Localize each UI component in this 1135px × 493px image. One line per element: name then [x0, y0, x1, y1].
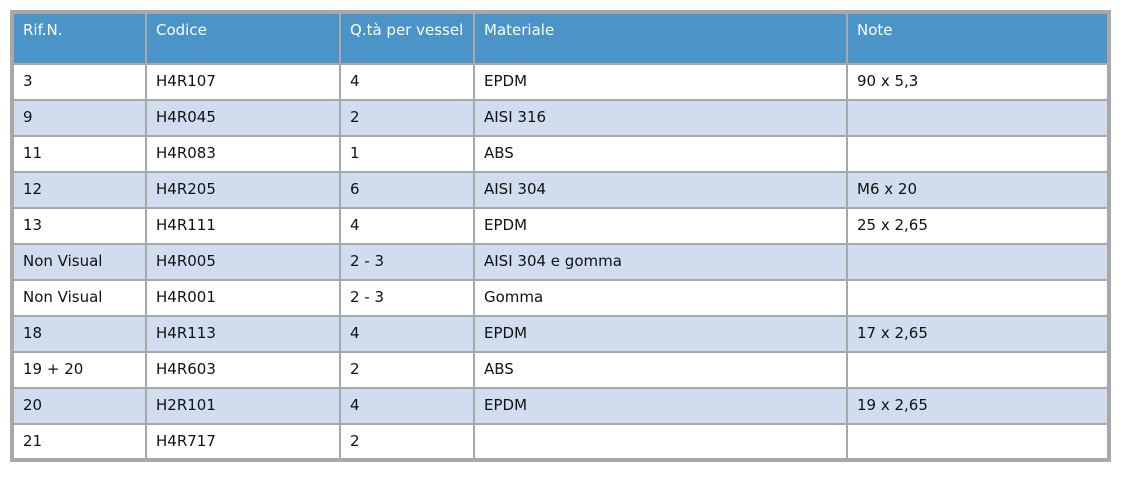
cell-rif-n: 13: [11, 207, 147, 245]
cell-rif-n: 9: [11, 99, 147, 137]
page: Rif.N. Codice Q.tà per vessel Materiale …: [10, 10, 1111, 462]
cell-materiale: EPDM: [473, 315, 848, 353]
cell-codice: H4R603: [145, 351, 341, 389]
cell-qta-per-vessel: 4: [339, 387, 475, 425]
cell-materiale: AISI 316: [473, 99, 848, 137]
column-header-note: Note: [846, 11, 1110, 65]
cell-rif-n: 18: [11, 315, 147, 353]
cell-codice: H4R717: [145, 423, 341, 461]
cell-note: [846, 135, 1110, 173]
cell-codice: H4R083: [145, 135, 341, 173]
cell-rif-n: 12: [11, 171, 147, 209]
table-row: Non Visual H4R001 2 - 3 Gomma: [11, 279, 1110, 317]
table-row: Non Visual H4R005 2 - 3 AISI 304 e gomma: [11, 243, 1110, 281]
cell-qta-per-vessel: 2: [339, 423, 475, 461]
table-row: 20 H2R101 4 EPDM 19 x 2,65: [11, 387, 1110, 425]
header-row: Rif.N. Codice Q.tà per vessel Materiale …: [11, 11, 1110, 65]
cell-materiale: ABS: [473, 135, 848, 173]
cell-note: [846, 243, 1110, 281]
column-header-qta-per-vessel: Q.tà per vessel: [339, 11, 475, 65]
cell-materiale: EPDM: [473, 387, 848, 425]
cell-rif-n: 21: [11, 423, 147, 461]
table-row: 18 H4R113 4 EPDM 17 x 2,65: [11, 315, 1110, 353]
cell-note: 19 x 2,65: [846, 387, 1110, 425]
cell-codice: H4R005: [145, 243, 341, 281]
cell-rif-n: 3: [11, 63, 147, 101]
table-row: 9 H4R045 2 AISI 316: [11, 99, 1110, 137]
table-row: 12 H4R205 6 AISI 304 M6 x 20: [11, 171, 1110, 209]
cell-qta-per-vessel: 2: [339, 351, 475, 389]
column-header-rif-n: Rif.N.: [11, 11, 147, 65]
cell-codice: H4R107: [145, 63, 341, 101]
cell-qta-per-vessel: 4: [339, 63, 475, 101]
cell-materiale: AISI 304: [473, 171, 848, 209]
cell-qta-per-vessel: 6: [339, 171, 475, 209]
table-row: 21 H4R717 2: [11, 423, 1110, 461]
cell-materiale: EPDM: [473, 207, 848, 245]
table-row: 3 H4R107 4 EPDM 90 x 5,3: [11, 63, 1110, 101]
cell-materiale: EPDM: [473, 63, 848, 101]
table-row: 19 + 20 H4R603 2 ABS: [11, 351, 1110, 389]
cell-note: [846, 351, 1110, 389]
table-row: 13 H4R111 4 EPDM 25 x 2,65: [11, 207, 1110, 245]
cell-codice: H4R113: [145, 315, 341, 353]
cell-note: 17 x 2,65: [846, 315, 1110, 353]
cell-rif-n: 11: [11, 135, 147, 173]
cell-note: 25 x 2,65: [846, 207, 1110, 245]
parts-table: Rif.N. Codice Q.tà per vessel Materiale …: [10, 10, 1111, 462]
column-header-codice: Codice: [145, 11, 341, 65]
cell-rif-n: Non Visual: [11, 279, 147, 317]
cell-qta-per-vessel: 1: [339, 135, 475, 173]
cell-materiale: [473, 423, 848, 461]
cell-codice: H4R045: [145, 99, 341, 137]
cell-materiale: Gomma: [473, 279, 848, 317]
cell-materiale: ABS: [473, 351, 848, 389]
cell-qta-per-vessel: 2 - 3: [339, 279, 475, 317]
cell-qta-per-vessel: 2 - 3: [339, 243, 475, 281]
cell-note: M6 x 20: [846, 171, 1110, 209]
cell-rif-n: 19 + 20: [11, 351, 147, 389]
cell-note: 90 x 5,3: [846, 63, 1110, 101]
cell-rif-n: 20: [11, 387, 147, 425]
cell-qta-per-vessel: 4: [339, 207, 475, 245]
cell-codice: H4R205: [145, 171, 341, 209]
cell-qta-per-vessel: 4: [339, 315, 475, 353]
column-header-materiale: Materiale: [473, 11, 848, 65]
cell-codice: H2R101: [145, 387, 341, 425]
table-row: 11 H4R083 1 ABS: [11, 135, 1110, 173]
table-body: 3 H4R107 4 EPDM 90 x 5,3 9 H4R045 2 AISI 316 11 H4…: [11, 63, 1110, 461]
cell-note: [846, 99, 1110, 137]
cell-note: [846, 279, 1110, 317]
cell-note: [846, 423, 1110, 461]
cell-codice: H4R111: [145, 207, 341, 245]
cell-materiale: AISI 304 e gomma: [473, 243, 848, 281]
cell-qta-per-vessel: 2: [339, 99, 475, 137]
cell-codice: H4R001: [145, 279, 341, 317]
cell-rif-n: Non Visual: [11, 243, 147, 281]
